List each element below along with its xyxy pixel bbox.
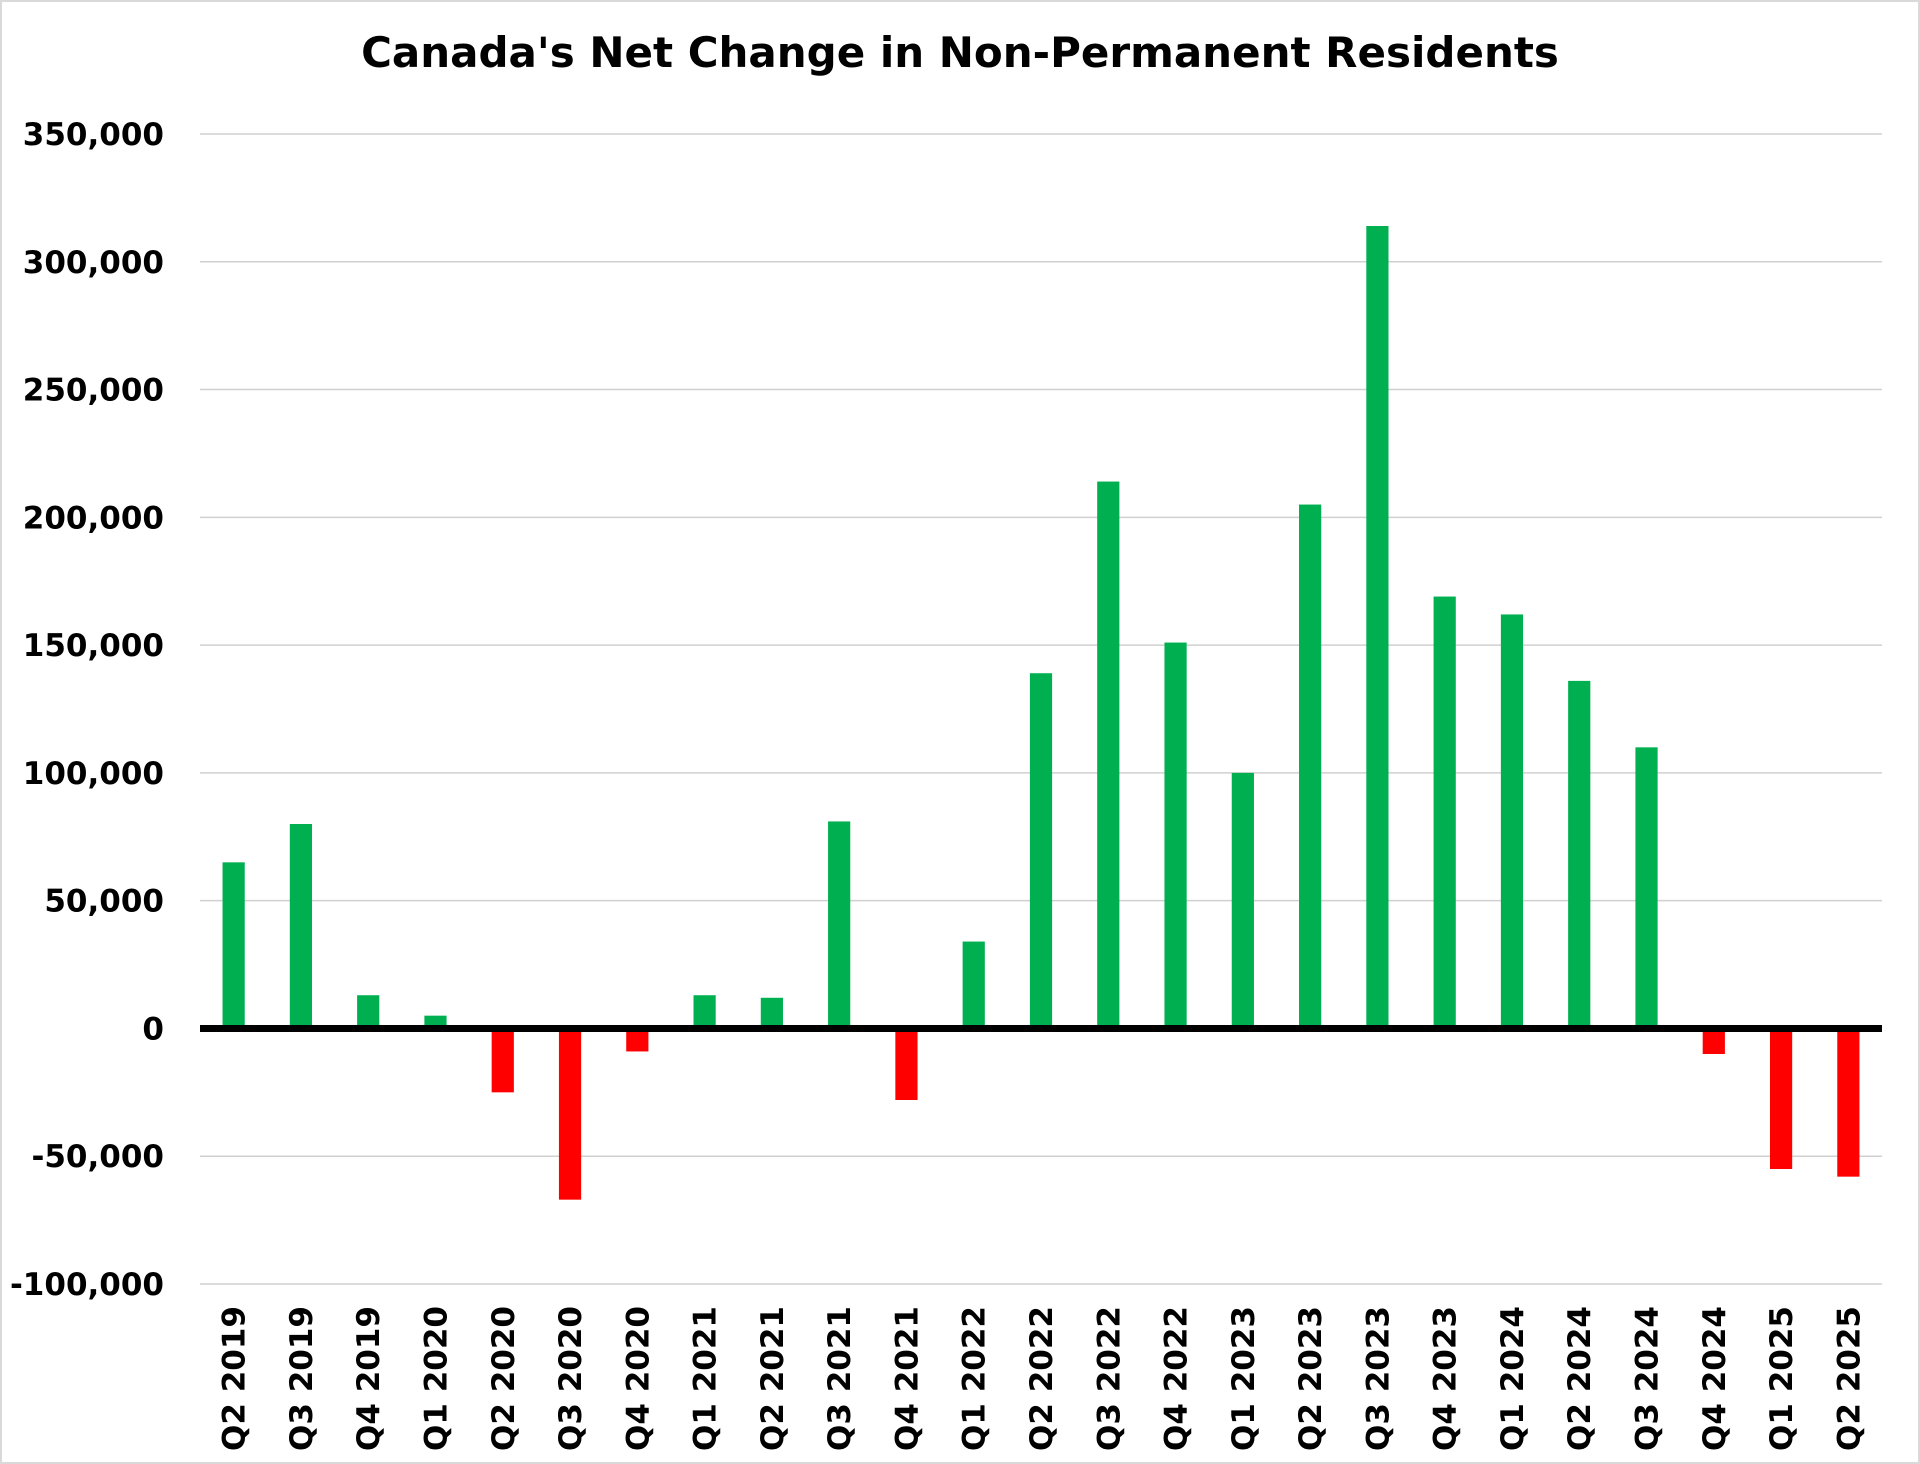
bar-q1-2022: [962, 941, 985, 1029]
x-tick-label: Q4 2022: [1159, 1306, 1195, 1451]
x-tick-label: Q1 2020: [418, 1306, 454, 1451]
bar-q1-2025: [1769, 1028, 1793, 1169]
bar-q2-2025: [1837, 1028, 1860, 1177]
bar-q3-2024: [1635, 747, 1658, 1029]
bar-q4-2022: [1164, 642, 1187, 1029]
y-tick-label: 350,000: [23, 117, 164, 153]
x-tick-label: Q4 2023: [1428, 1306, 1464, 1451]
y-tick-label: 100,000: [23, 756, 164, 792]
chart-title: Canada's Net Change in Non-Permanent Res…: [361, 28, 1559, 77]
bar-q4-2019: [357, 995, 380, 1029]
x-tick-labels: Q2 2019 Q3 2019 Q4 2019 Q1 2020 Q2 2020 Q3 20…: [217, 1306, 1868, 1451]
x-tick-label: Q3 2023: [1360, 1306, 1396, 1451]
y-tick-label: -50,000: [32, 1139, 165, 1175]
x-tick-label: Q2 2025: [1831, 1306, 1867, 1451]
x-tick-label: Q4 2021: [889, 1306, 925, 1451]
x-tick-label: Q2 2023: [1293, 1306, 1329, 1451]
bar-q2-2021: [760, 997, 783, 1029]
bar-q4-2023: [1433, 596, 1456, 1029]
x-tick-label: Q1 2024: [1495, 1306, 1531, 1451]
x-tick-label: Q3 2019: [284, 1306, 320, 1451]
bar-q2-2022: [1029, 673, 1053, 1029]
y-tick-label: 150,000: [23, 628, 164, 664]
x-tick-label: Q4 2024: [1697, 1306, 1733, 1451]
x-tick-label: Q2 2020: [486, 1306, 522, 1451]
bar-q1-2021: [693, 995, 716, 1029]
bar-q2-2024: [1568, 680, 1591, 1029]
y-tick-labels: 350,000 300,000 250,000 200,000 150,000 100,0…: [10, 117, 164, 1303]
x-tick-label: Q2 2021: [755, 1306, 791, 1451]
x-tick-label: Q3 2020: [553, 1306, 589, 1451]
bar-q2-2020: [491, 1028, 514, 1093]
bar-q2-2019: [222, 862, 245, 1029]
y-tick-label: 0: [142, 1011, 164, 1047]
x-tick-label: Q2 2024: [1562, 1306, 1598, 1451]
y-tick-label: -100,000: [10, 1267, 164, 1303]
bar-q1-2023: [1231, 772, 1254, 1029]
x-tick-label: Q3 2022: [1091, 1306, 1127, 1451]
x-tick-label: Q1 2022: [957, 1306, 993, 1451]
x-tick-label: Q3 2024: [1630, 1306, 1666, 1451]
y-tick-label: 300,000: [23, 245, 164, 281]
x-tick-label: Q2 2019: [217, 1306, 253, 1451]
bar-q2-2023: [1299, 504, 1322, 1029]
bar-q3-2021: [828, 821, 851, 1029]
bar-q4-2020: [626, 1028, 649, 1052]
x-tick-label: Q1 2023: [1226, 1306, 1262, 1451]
bar-q4-2024: [1702, 1028, 1725, 1054]
x-tick-label: Q1 2025: [1764, 1306, 1800, 1451]
x-tick-label: Q4 2020: [620, 1306, 656, 1451]
bar-q3-2023: [1366, 226, 1389, 1029]
x-tick-label: Q3 2021: [822, 1306, 858, 1451]
x-tick-label: Q4 2019: [351, 1306, 387, 1451]
bar-q1-2024: [1500, 614, 1524, 1029]
bar-q4-2021: [895, 1028, 918, 1100]
bar-q3-2022: [1097, 481, 1120, 1029]
bar-q3-2020: [558, 1028, 582, 1200]
y-tick-label: 200,000: [23, 500, 164, 536]
y-tick-label: 250,000: [23, 373, 164, 409]
x-tick-label: Q1 2021: [688, 1306, 724, 1451]
y-tick-label: 50,000: [44, 884, 164, 920]
x-tick-label: Q2 2022: [1024, 1306, 1060, 1451]
bar-q3-2019: [289, 824, 313, 1029]
bars: [222, 226, 1860, 1200]
